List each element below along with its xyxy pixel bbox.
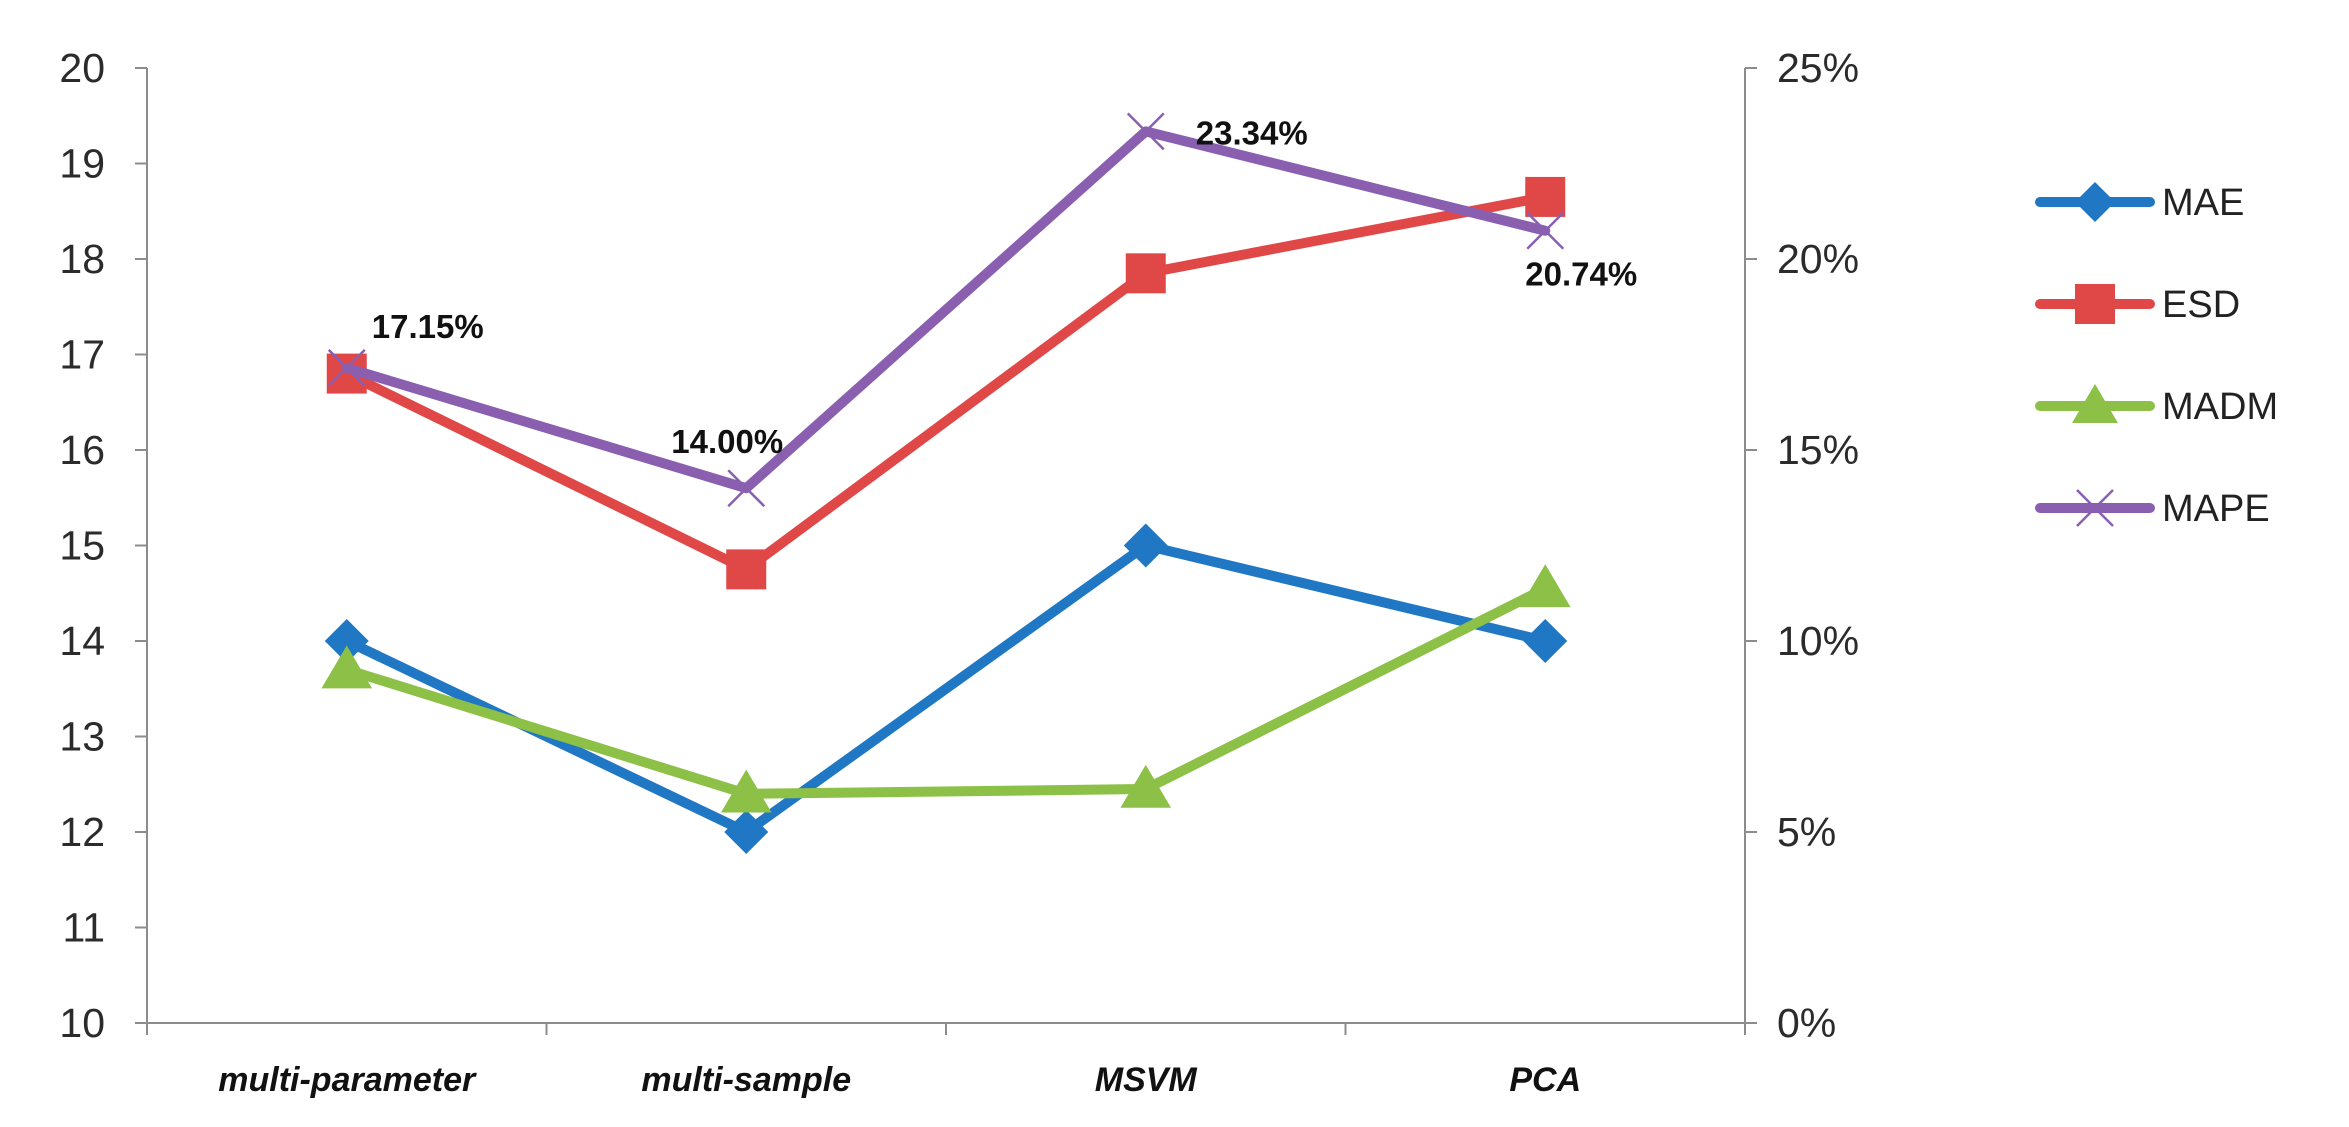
legend-marker: [2075, 182, 2115, 222]
left-tick-label: 10: [59, 1000, 105, 1046]
left-tick-label: 20: [59, 45, 105, 91]
data-point-esd: [726, 549, 767, 590]
right-tick-label: 5%: [1777, 809, 1836, 855]
data-point-mae: [724, 810, 769, 854]
data-label-mape: 14.00%: [671, 423, 783, 460]
series-madm: [321, 564, 1571, 813]
axes: [146, 68, 1746, 1035]
left-tick-label: 12: [59, 809, 105, 855]
right-tick-label: 0%: [1777, 1000, 1836, 1046]
left-tick-label: 14: [59, 618, 105, 664]
legend-label: MAE: [2162, 182, 2244, 224]
legend-label: ESD: [2162, 284, 2240, 326]
legend-marker: [2076, 489, 2114, 527]
data-point-esd: [1125, 253, 1166, 294]
data-labels: 17.15% 14.00% 23.34% 20.74%: [372, 114, 1637, 460]
legend-item-mae: MAE: [2035, 182, 2244, 224]
data-point-mae: [1123, 523, 1168, 568]
legend-item-madm: MADM: [2035, 384, 2278, 428]
category-labels: multi-parameter multi-sample MSVM PCA: [218, 1061, 1581, 1099]
right-tick-label: 10%: [1777, 618, 1859, 664]
right-tick-label: 25%: [1777, 45, 1859, 91]
left-tick-label: 16: [59, 427, 105, 473]
right-tick-label: 15%: [1777, 427, 1859, 473]
data-label-mape: 23.34%: [1196, 114, 1308, 151]
legend: MAE ESD MADM MAPE: [2035, 182, 2278, 530]
series-esd: [326, 176, 1566, 590]
legend-marker: [2075, 284, 2115, 324]
data-point-esd: [1525, 176, 1566, 217]
series-line-madm: [341, 583, 1551, 799]
data-point-madm: [1120, 764, 1172, 808]
data-point-madm: [1519, 564, 1571, 608]
series-line-esd: [341, 191, 1551, 575]
legend-label: MAPE: [2162, 488, 2270, 530]
data-point-mape: [327, 348, 366, 387]
left-tick-label: 17: [59, 332, 105, 378]
data-point-mape: [1126, 112, 1165, 151]
x-marker-stroke: [727, 469, 766, 508]
data-point-mae: [1523, 619, 1568, 663]
left-tick-label: 11: [62, 905, 105, 951]
category-label: multi-sample: [641, 1061, 851, 1099]
data-point-mae: [324, 619, 369, 663]
data-point-madm: [321, 645, 373, 689]
data-label-mape: 17.15%: [372, 308, 484, 345]
x-marker-stroke: [2076, 489, 2114, 527]
x-marker-stroke: [327, 348, 366, 387]
x-marker-stroke: [1526, 211, 1565, 250]
legend-item-mape: MAPE: [2035, 488, 2270, 530]
series-layer: [321, 112, 1571, 854]
data-label-mape: 20.74%: [1525, 256, 1637, 293]
left-axis-ticks: 10 11 12 13 14 15 16 17 18 19 20: [59, 45, 147, 1046]
data-point-mape: [727, 469, 766, 508]
data-point-madm: [720, 769, 772, 813]
legend-marker: [2072, 384, 2118, 423]
series-mae: [324, 523, 1568, 854]
legend-label: MADM: [2162, 386, 2278, 428]
left-tick-label: 13: [59, 714, 105, 760]
left-tick-label: 19: [59, 141, 105, 187]
category-label: MSVM: [1095, 1061, 1198, 1099]
category-label: multi-parameter: [218, 1061, 477, 1099]
left-tick-label: 15: [59, 523, 105, 569]
series-mape: [327, 112, 1565, 508]
category-label: PCA: [1509, 1061, 1581, 1099]
x-marker-stroke: [1126, 112, 1165, 151]
legend-item-esd: ESD: [2035, 284, 2240, 326]
series-line-mape: [341, 126, 1551, 494]
right-axis-ticks: 0% 5% 10% 15% 20% 25%: [1745, 45, 1859, 1046]
data-point-mape: [1526, 211, 1565, 250]
left-tick-label: 18: [59, 236, 105, 282]
right-tick-label: 20%: [1777, 236, 1859, 282]
